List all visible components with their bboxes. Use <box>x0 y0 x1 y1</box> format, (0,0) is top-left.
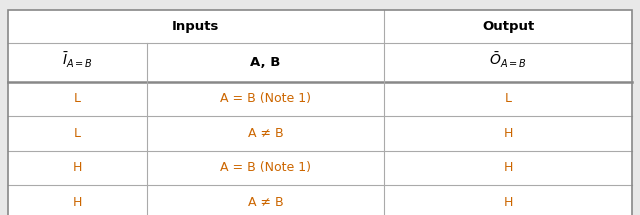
Text: A = B (Note 1): A = B (Note 1) <box>220 161 311 174</box>
Text: L: L <box>74 92 81 105</box>
Text: H: H <box>504 196 513 209</box>
Text: H: H <box>504 161 513 174</box>
Text: A = B (Note 1): A = B (Note 1) <box>220 92 311 105</box>
Text: Output: Output <box>482 20 534 33</box>
Text: H: H <box>73 196 82 209</box>
Text: A ≠ B: A ≠ B <box>248 127 284 140</box>
Text: $\bar{I}_{A = B}$: $\bar{I}_{A = B}$ <box>62 51 93 70</box>
Text: L: L <box>505 92 511 105</box>
Text: H: H <box>504 127 513 140</box>
Text: Inputs: Inputs <box>172 20 220 33</box>
Text: A, B: A, B <box>250 56 281 69</box>
Text: L: L <box>74 127 81 140</box>
Text: $\bar{O}_{A = B}$: $\bar{O}_{A = B}$ <box>490 51 527 70</box>
Text: H: H <box>73 161 82 174</box>
Text: A ≠ B: A ≠ B <box>248 196 284 209</box>
